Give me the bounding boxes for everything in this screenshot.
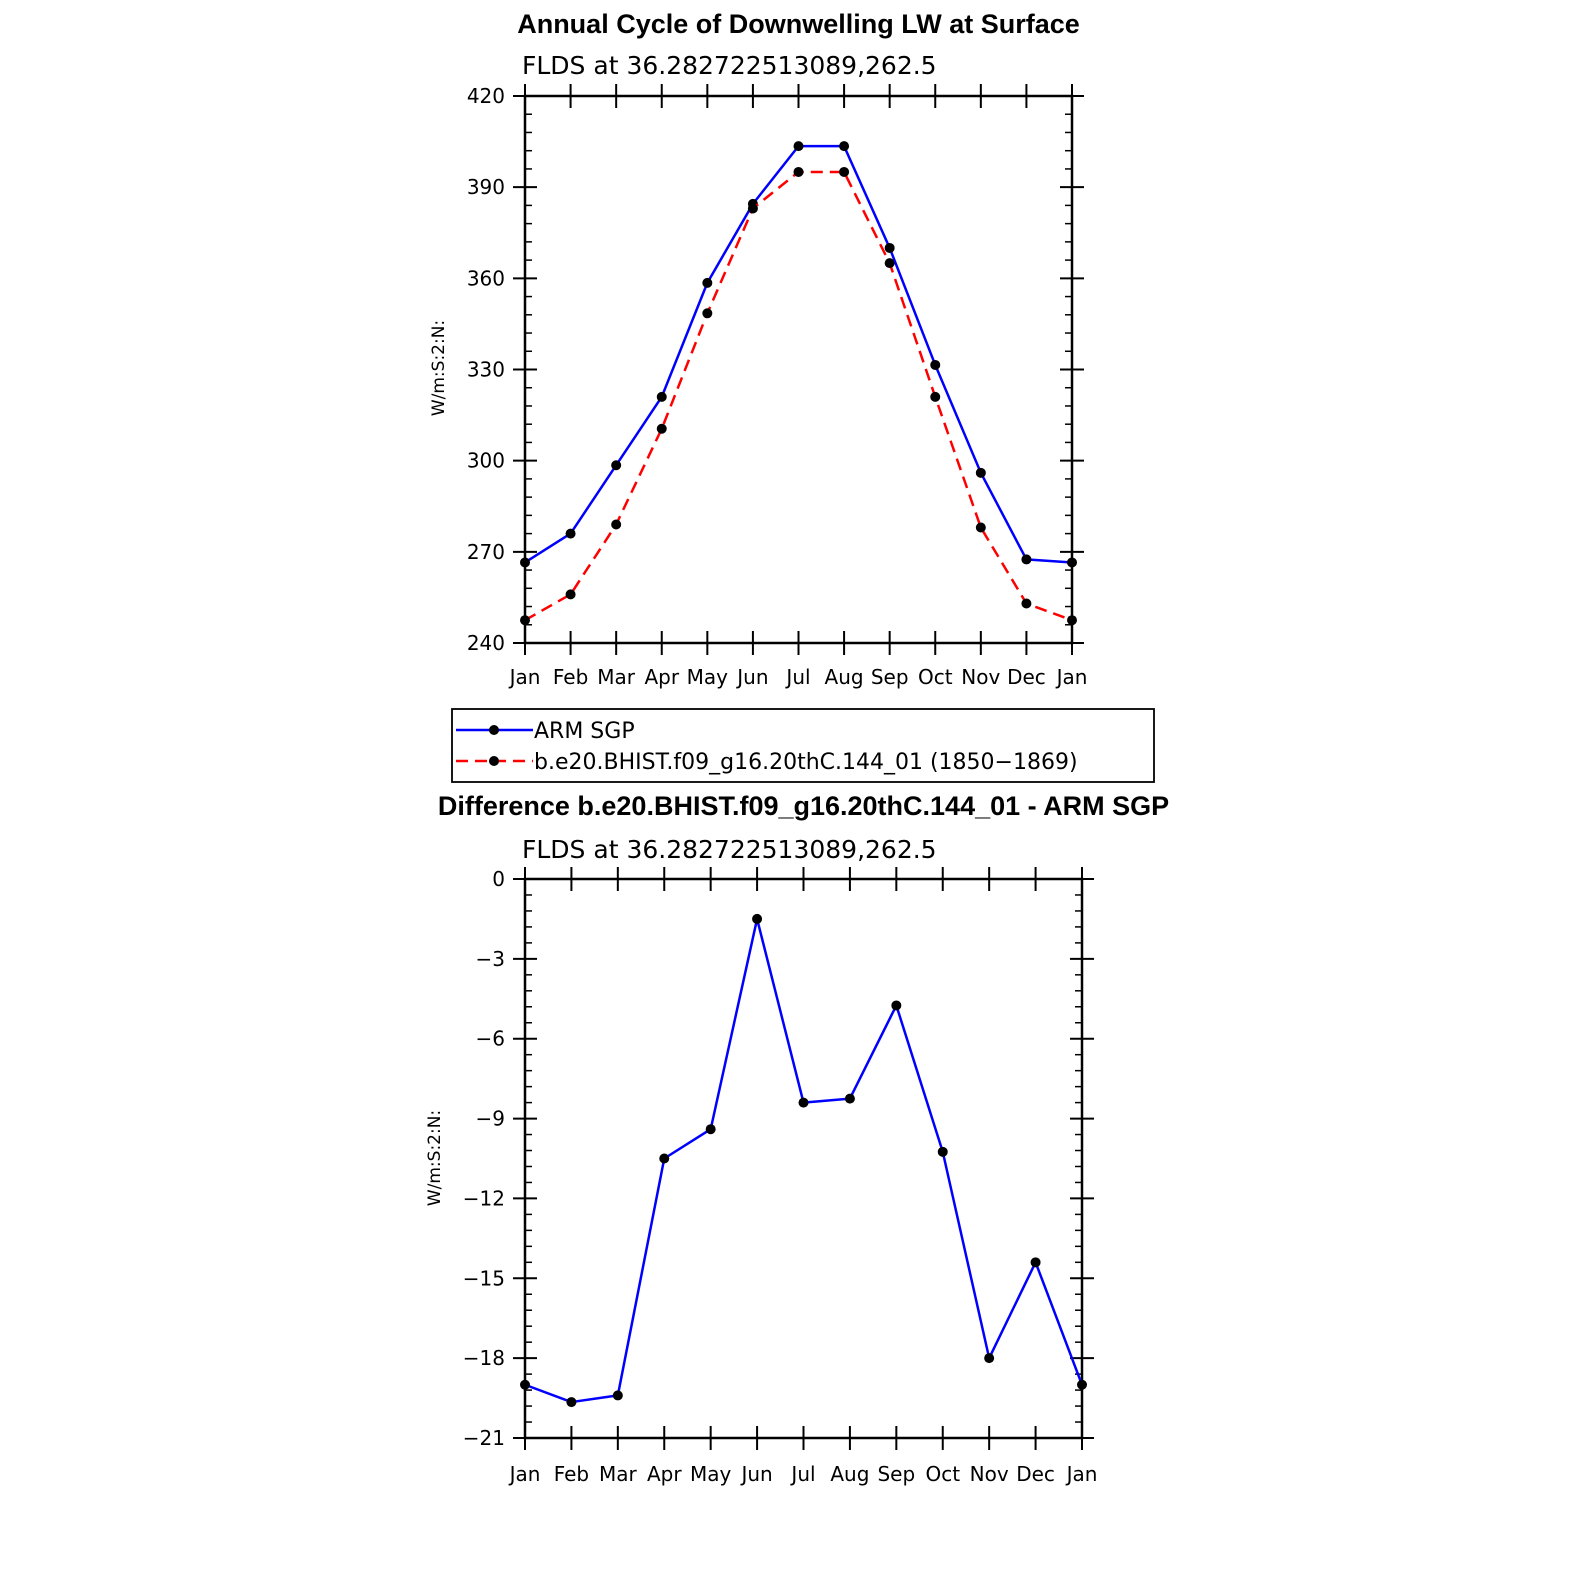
x-tick-label: Jan [1065, 1462, 1098, 1486]
x-tick-label: Feb [554, 1462, 589, 1486]
x-tick-label: Jan [508, 665, 541, 689]
chart-2: Difference b.e20.BHIST.f09_g16.20thC.144… [425, 791, 1169, 1486]
data-point [793, 141, 804, 152]
data-point [884, 242, 895, 253]
x-tick-label: May [687, 665, 729, 689]
data-point [520, 615, 530, 626]
data-point [702, 308, 713, 319]
data-point [705, 1124, 716, 1135]
legend-marker [489, 756, 499, 766]
data-point [793, 166, 804, 177]
data-point [1030, 1257, 1041, 1268]
data-point [975, 467, 986, 478]
chart-subtitle: FLDS at 36.282722513089,262.5 [522, 51, 937, 80]
y-tick-label: 0 [492, 867, 505, 891]
data-point [702, 277, 713, 288]
y-tick-label: −15 [463, 1266, 505, 1290]
series-line-1 [524, 917, 1084, 1404]
data-point [839, 166, 850, 177]
data-point [611, 519, 622, 530]
data-point [611, 460, 622, 471]
data-point [520, 557, 530, 568]
chart-title: Annual Cycle of Downwelling LW at Surfac… [517, 9, 1080, 39]
x-tick-label: Jun [735, 665, 768, 689]
y-tick-label: 360 [467, 266, 505, 290]
data-point [937, 1146, 948, 1157]
series-line-2 [524, 170, 1073, 622]
x-tick-label: Oct [918, 665, 953, 689]
chart-subtitle: FLDS at 36.282722513089,262.5 [522, 835, 937, 864]
y-axis-label: W/m:S:2:N: [429, 320, 449, 416]
x-tick-label: Mar [599, 1462, 638, 1486]
x-tick-label: Sep [877, 1462, 915, 1486]
x-tick-label: Nov [961, 665, 1000, 689]
x-tick-label: Dec [1016, 1462, 1055, 1486]
data-point [984, 1353, 995, 1364]
legend-label-1: ARM SGP [534, 719, 635, 744]
data-point [1021, 554, 1032, 565]
x-tick-label: Mar [597, 665, 636, 689]
x-tick-label: Dec [1007, 665, 1046, 689]
x-tick-label: Oct [925, 1462, 960, 1486]
y-tick-label: 330 [467, 358, 505, 382]
legend-marker [489, 725, 499, 735]
data-point [930, 391, 941, 402]
data-point [798, 1097, 809, 1108]
x-tick-label: May [690, 1462, 732, 1486]
data-point [565, 589, 576, 600]
y-tick-label: −18 [463, 1346, 505, 1370]
y-tick-label: 300 [467, 449, 505, 473]
y-tick-label: −6 [476, 1027, 505, 1051]
data-point [975, 522, 986, 533]
chart-title: Difference b.e20.BHIST.f09_g16.20thC.144… [438, 791, 1169, 821]
x-tick-label: Feb [553, 665, 588, 689]
data-point [1067, 557, 1077, 568]
y-tick-label: −3 [476, 947, 505, 971]
x-tick-label: Jan [1055, 665, 1088, 689]
data-point [659, 1153, 670, 1164]
data-point [520, 1379, 530, 1390]
y-tick-label: −12 [463, 1186, 505, 1210]
data-point [891, 1000, 902, 1011]
x-tick-label: Jul [784, 665, 810, 689]
y-tick-label: 390 [467, 175, 505, 199]
data-point [612, 1390, 623, 1401]
data-point [844, 1093, 855, 1104]
data-point [1021, 598, 1032, 609]
x-tick-label: Jan [508, 1462, 541, 1486]
legend: ARM SGP b.e20.BHIST.f09_g16.20thC.144_01 … [451, 708, 1155, 783]
data-point [566, 1397, 577, 1408]
data-point [565, 528, 576, 539]
x-tick-label: Sep [871, 665, 909, 689]
legend-box [451, 708, 1155, 783]
x-tick-label: Apr [644, 665, 679, 689]
x-tick-label: Jul [789, 1462, 815, 1486]
plot-frame [523, 94, 1074, 645]
y-tick-label: −21 [463, 1426, 505, 1450]
data-point [747, 203, 758, 214]
plot-frame [523, 877, 1084, 1440]
x-tick-label: Nov [970, 1462, 1009, 1486]
data-point [930, 359, 941, 370]
y-tick-label: 240 [467, 631, 505, 655]
x-tick-label: Apr [647, 1462, 682, 1486]
data-point [1077, 1379, 1087, 1390]
y-tick-label: 420 [467, 84, 505, 108]
y-tick-label: −9 [476, 1107, 505, 1131]
data-point [839, 141, 850, 152]
legend-label-2: b.e20.BHIST.f09_g16.20thC.144_01 (1850−1… [534, 750, 1078, 775]
x-tick-label: Aug [830, 1462, 869, 1486]
data-point [656, 423, 667, 434]
x-tick-label: Jun [739, 1462, 772, 1486]
series-line-1 [524, 144, 1073, 564]
data-point [1067, 615, 1077, 626]
data-point [884, 258, 895, 269]
y-tick-label: 270 [467, 540, 505, 564]
y-axis-label: W/m:S:2:N: [425, 1110, 445, 1206]
chart-1: Annual Cycle of Downwelling LW at Surfac… [429, 9, 1155, 783]
x-tick-label: Aug [825, 665, 864, 689]
data-point [752, 913, 763, 924]
data-point [656, 391, 667, 402]
